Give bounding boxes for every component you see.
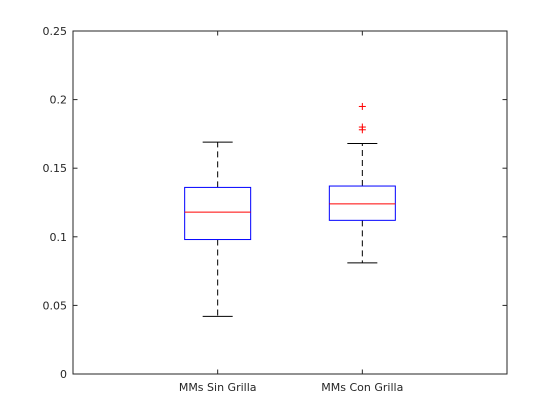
interquartile-box xyxy=(185,187,251,239)
interquartile-box xyxy=(329,186,395,220)
axes-frame xyxy=(73,31,507,374)
y-tick-label: 0.25 xyxy=(43,25,68,38)
tick-layer: 0 0.05 0.1 0.15 0.2 0.25 MMs Sin Grilla MMs Con… xyxy=(43,25,508,394)
y-tick-label: 0.1 xyxy=(50,231,68,244)
outlier-marker xyxy=(359,103,366,110)
plot-marks xyxy=(185,103,396,316)
y-tick-label: 0.2 xyxy=(50,94,68,107)
y-tick-label: 0.15 xyxy=(43,162,68,175)
x-tick-label: MMs Con Grilla xyxy=(321,381,403,394)
y-tick-label: 0 xyxy=(60,368,67,381)
x-tick-label: MMs Sin Grilla xyxy=(179,381,257,394)
y-tick-label: 0.05 xyxy=(43,299,68,312)
box-series-2 xyxy=(329,103,395,263)
box-series-1 xyxy=(185,142,251,316)
